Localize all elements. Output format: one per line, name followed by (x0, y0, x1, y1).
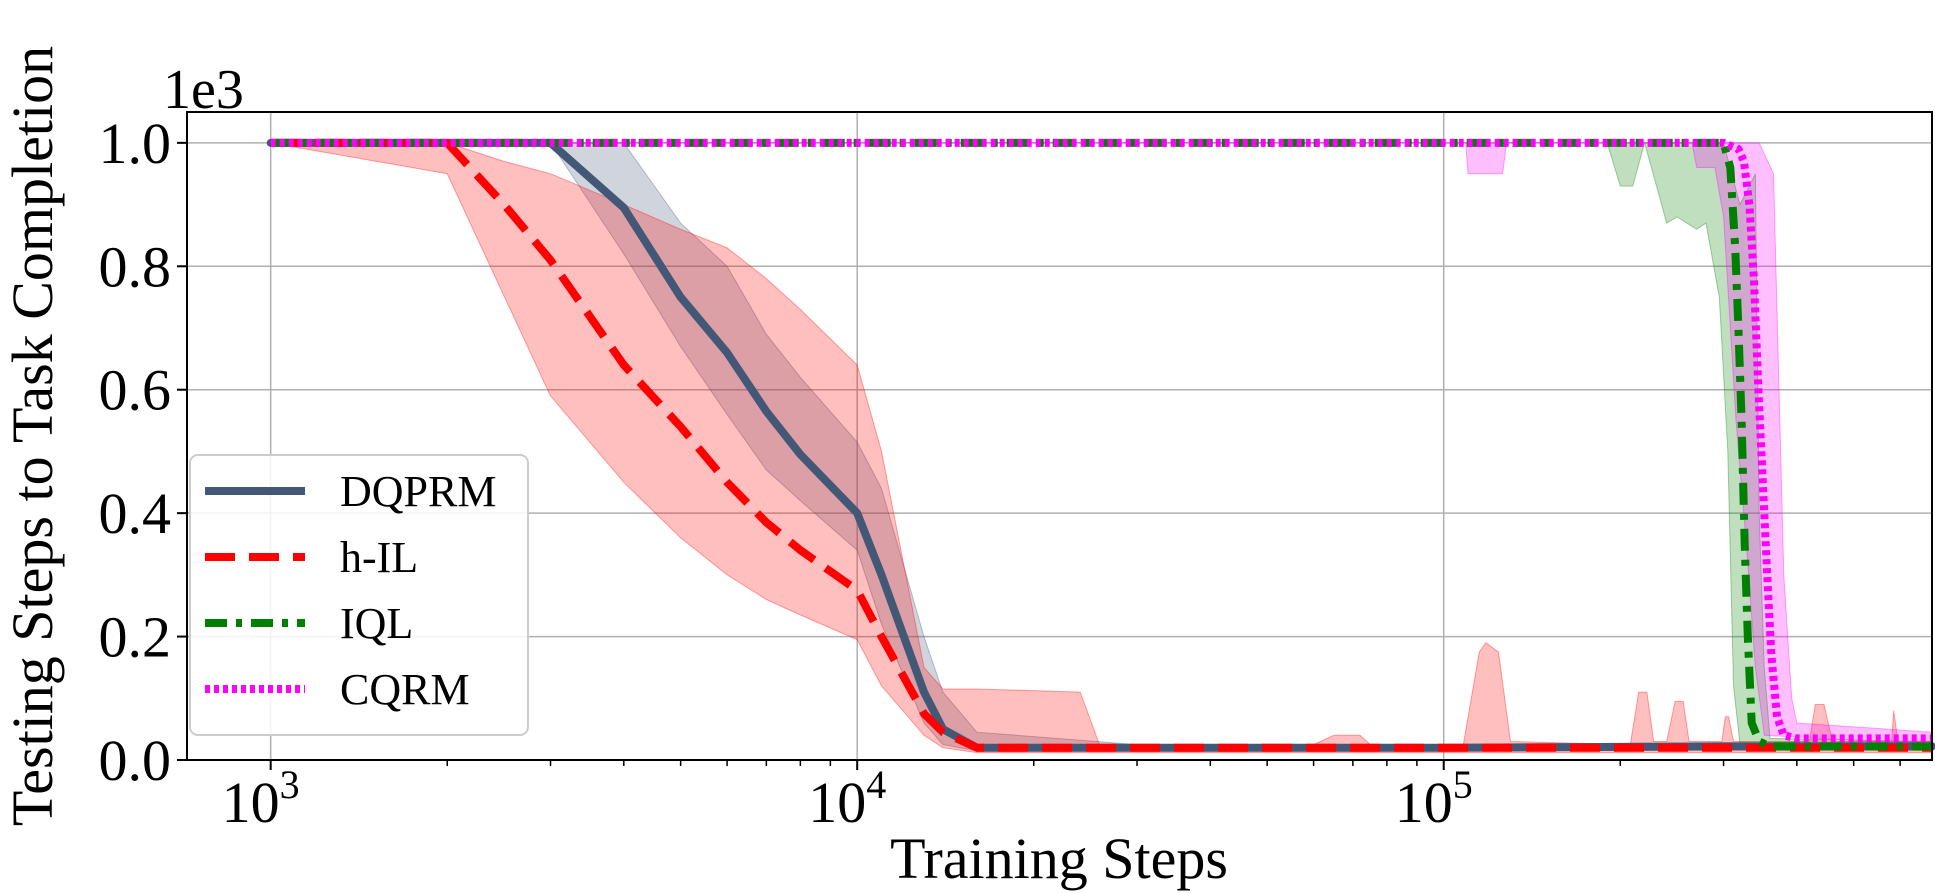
y-multiplier-label: 1e3 (163, 59, 244, 121)
y-tick-label: 1.0 (99, 111, 172, 176)
x-tick-label: 104 (808, 762, 886, 835)
legend-label-h-il: h-IL (340, 533, 418, 582)
axis-ticks: 103 104 105 0.0 0.2 0.4 0.6 0.8 1.0 (99, 111, 1901, 835)
legend: DQPRM h-IL IQL CQRM (189, 454, 529, 736)
y-tick-label: 0.8 (99, 234, 172, 299)
x-tick-label: 105 (1395, 762, 1473, 835)
x-axis-label: Training Steps (890, 826, 1228, 891)
series-line-cqrm (270, 138, 1932, 743)
band-h-il (270, 142, 1933, 754)
y-tick-label: 0.0 (99, 728, 172, 793)
legend-label-dqprm: DQPRM (340, 467, 497, 516)
legend-label-iql: IQL (340, 599, 413, 648)
y-axis-label: Testing Steps to Task Completion (0, 46, 65, 826)
y-tick-label: 0.6 (99, 358, 172, 423)
x-tick-label: 103 (222, 762, 300, 835)
legend-label-cqrm: CQRM (340, 665, 470, 714)
y-tick-label: 0.4 (99, 481, 172, 546)
legend-box (189, 454, 529, 736)
plot-frame (186, 111, 1933, 761)
series-line-h-il (270, 138, 1932, 752)
y-tick-label: 0.2 (99, 605, 172, 670)
series-lines (266, 138, 1935, 752)
